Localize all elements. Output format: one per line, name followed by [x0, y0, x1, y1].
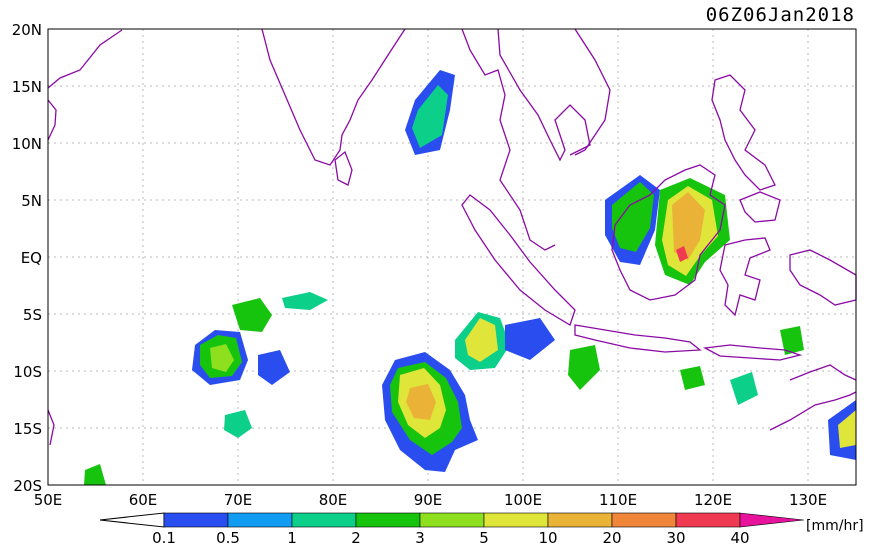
colorbar: 0.1 0.5 1 2 3 5 10 20 30 40 [mm/hr] [99, 512, 864, 547]
latitude-labels: 20N 15N 10N 5N EQ 5S 10S 15S 20S [12, 21, 42, 495]
colorbar-tick: 5 [479, 529, 489, 544]
colorbar-tick: 20 [602, 529, 621, 544]
colorbar-swatch [291, 512, 357, 528]
colorbar-tick: 40 [730, 529, 749, 544]
plot-area [47, 28, 857, 486]
lat-label: 5S [23, 306, 42, 324]
lon-label: 110E [599, 491, 637, 509]
lat-label: 10S [13, 363, 42, 381]
colorbar-swatch [675, 512, 741, 528]
colorbar-swatch [611, 512, 677, 528]
colorbar-swatch [227, 512, 293, 528]
colorbar-tick: 2 [351, 529, 361, 544]
lon-label: 90E [414, 491, 443, 509]
lat-label: 5N [21, 192, 42, 210]
colorbar-swatch [547, 512, 613, 528]
lat-label: 15S [13, 420, 42, 438]
colorbar-tick: 3 [415, 529, 425, 544]
lat-label: 20S [13, 477, 42, 495]
colorbar-low-arrow [99, 512, 165, 528]
lat-label: 15N [12, 78, 42, 96]
longitude-labels: 50E 60E 70E 80E 90E 100E 110E 120E 130E [34, 491, 827, 509]
colorbar-tick: 0.5 [216, 529, 240, 544]
lon-label: 100E [504, 491, 542, 509]
colorbar-tick: 1 [287, 529, 297, 544]
colorbar-high-arrow [739, 512, 805, 528]
coastlines [47, 28, 857, 446]
colorbar-swatch [483, 512, 549, 528]
lat-label: EQ [21, 249, 42, 267]
colorbar-units: [mm/hr] [806, 518, 864, 534]
colorbar-tick: 0.1 [152, 529, 176, 544]
colorbar-tick: 10 [538, 529, 557, 544]
colorbar-swatch [419, 512, 485, 528]
colorbar-swatch [163, 512, 229, 528]
lon-label: 70E [224, 491, 253, 509]
lat-label: 10N [12, 135, 42, 153]
colorbar-swatch [355, 512, 421, 528]
lat-label: 20N [12, 21, 42, 39]
lon-label: 80E [319, 491, 348, 509]
colorbar-tick: 30 [666, 529, 685, 544]
lon-label: 50E [34, 491, 63, 509]
precipitation-field [84, 70, 856, 485]
lon-label: 60E [129, 491, 158, 509]
lon-label: 130E [789, 491, 827, 509]
map-title: 06Z06Jan2018 [706, 4, 855, 26]
lon-label: 120E [694, 491, 732, 509]
